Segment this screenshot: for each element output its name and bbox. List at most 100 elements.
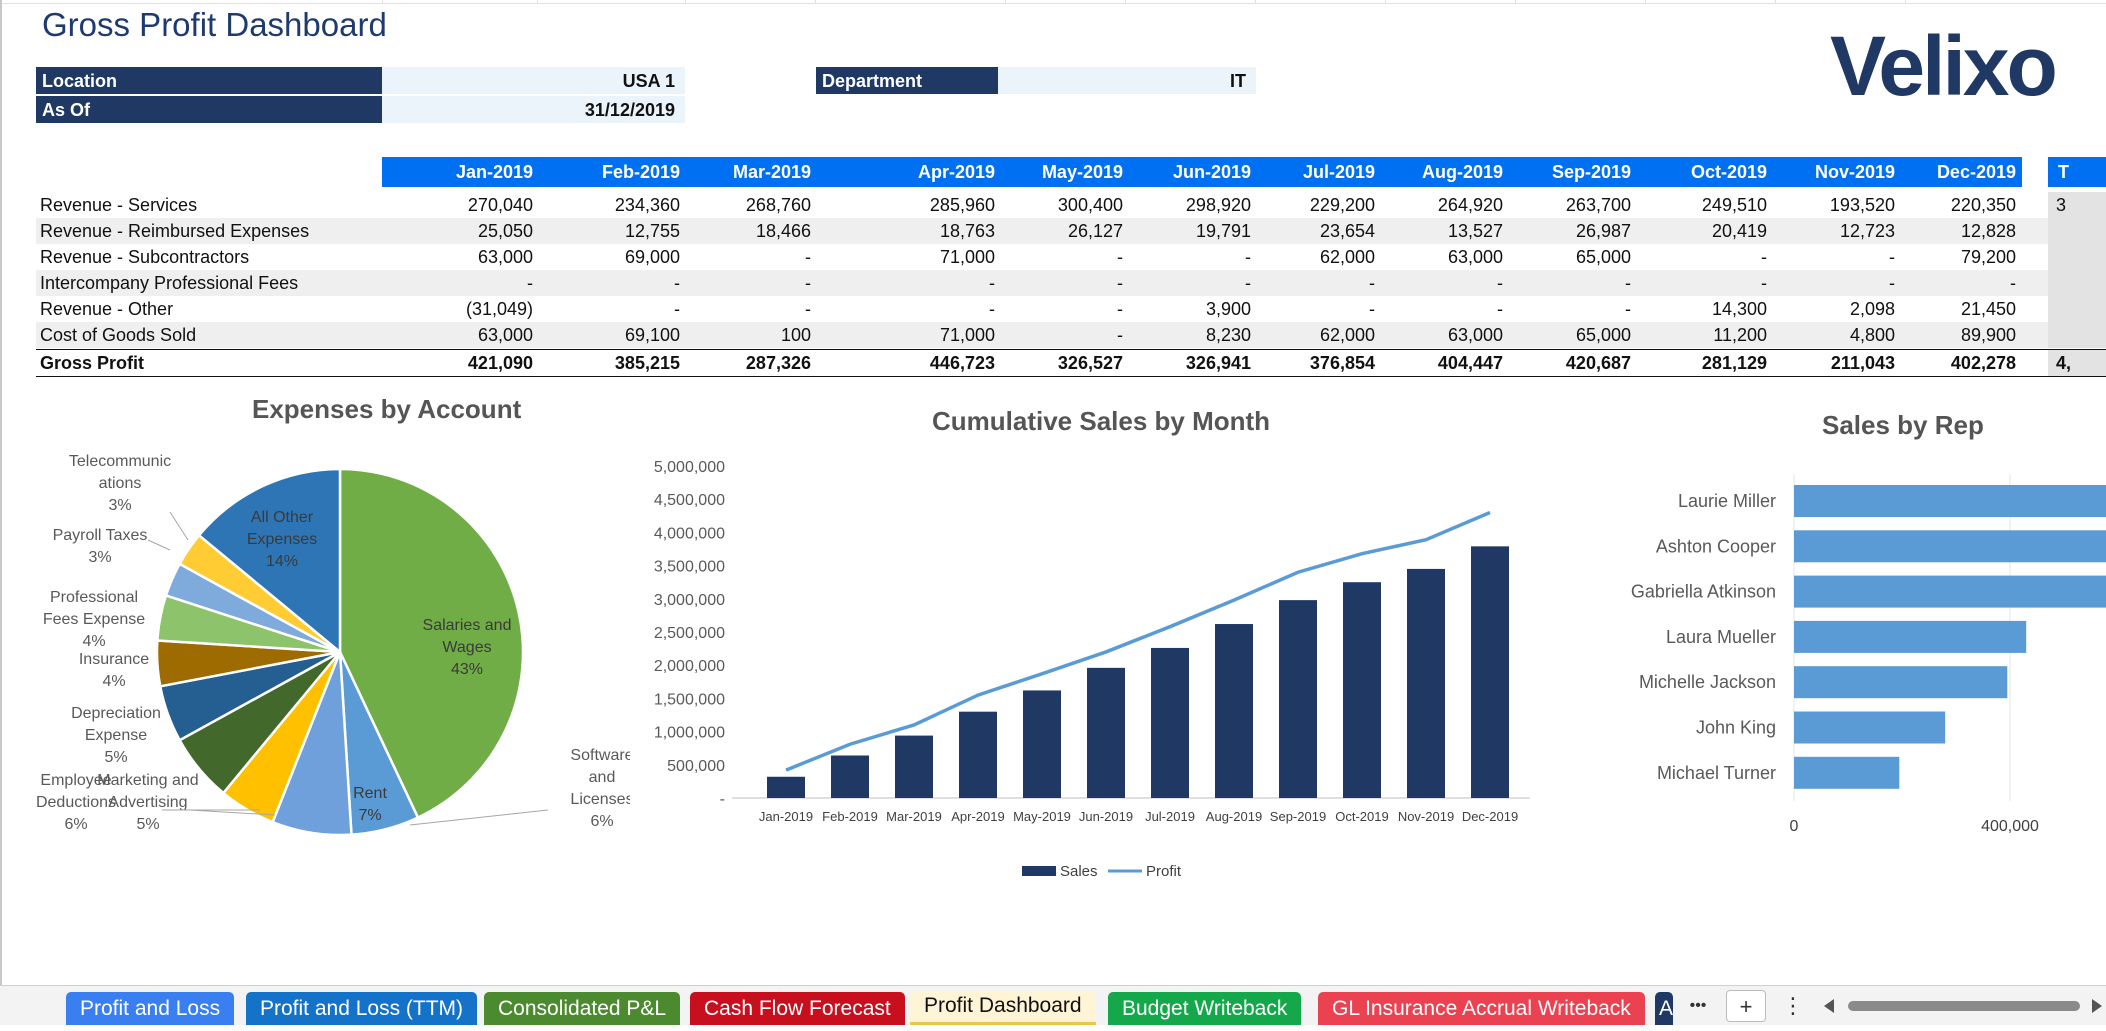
row-value-cell[interactable]: 69,100 [624,325,680,345]
location-value[interactable]: USA 1 [382,67,685,95]
sheet-tab[interactable]: Profit and Loss (TTM) [246,992,478,1025]
row-value-cell[interactable]: - [805,273,811,293]
sheet-tab[interactable]: Profit Dashboard [910,992,1096,1025]
row-total-cell[interactable] [2048,244,2106,270]
row-value-cell[interactable]: 26,127 [1067,221,1123,241]
row-value-cell[interactable]: 18,763 [939,221,995,241]
row-value-cell[interactable]: 62,000 [1319,325,1375,345]
sheet-tab[interactable]: Budget Writeback [1108,992,1302,1025]
horizontal-scrollbar[interactable] [1820,990,2106,1022]
row-value-cell[interactable]: 446,723 [929,353,995,373]
row-value-cell[interactable]: - [2010,273,2016,293]
spreadsheet-canvas[interactable]: Gross Profit Dashboard Location USA 1 As… [0,0,2106,985]
row-value-cell[interactable]: 193,520 [1829,195,1895,215]
row-value-cell[interactable]: 249,510 [1701,195,1767,215]
row-value-cell[interactable]: 281,129 [1701,353,1767,373]
table-row[interactable]: Revenue - Other (31,049) - - - - 3,900 - - - 14,30… [36,296,2106,322]
row-value-cell[interactable]: 100 [780,325,811,345]
row-value-cell[interactable]: - [1369,273,1375,293]
scroll-right-icon[interactable] [2092,999,2102,1013]
row-value-cell[interactable]: 12,755 [624,221,680,241]
row-total-cell[interactable] [2048,322,2106,348]
table-row[interactable]: Revenue - Reimbursed Expenses 25,050 12,75… [36,218,2106,244]
table-row[interactable]: Revenue - Subcontractors 63,000 69,000 - 71,… [36,244,2106,270]
row-value-cell[interactable]: 404,447 [1437,353,1503,373]
asof-value[interactable]: 31/12/2019 [382,96,685,124]
row-value-cell[interactable]: - [1117,325,1123,345]
row-value-cell[interactable]: 63,000 [477,247,533,267]
row-value-cell[interactable]: 65,000 [1575,325,1631,345]
row-value-cell[interactable]: 63,000 [1447,325,1503,345]
row-value-cell[interactable]: 376,854 [1309,353,1375,373]
row-value-cell[interactable]: - [805,247,811,267]
row-value-cell[interactable]: - [527,273,533,293]
row-total-cell[interactable] [2048,218,2106,244]
row-value-cell[interactable]: 285,960 [929,195,995,215]
row-value-cell[interactable]: - [989,299,995,319]
row-value-cell[interactable]: 63,000 [477,325,533,345]
sheet-menu-button[interactable]: ⋮ [1782,993,1804,1018]
row-value-cell[interactable]: 420,687 [1565,353,1631,373]
scroll-thumb[interactable] [1848,1001,2080,1011]
row-value-cell[interactable]: 402,278 [1950,353,2016,373]
department-value[interactable]: IT [998,67,1256,95]
row-value-cell[interactable]: 20,419 [1711,221,1767,241]
row-value-cell[interactable]: 11,200 [1713,325,1767,345]
table-row[interactable]: Intercompany Professional Fees - - - - - - - - - -… [36,270,2106,296]
row-value-cell[interactable]: 229,200 [1309,195,1375,215]
row-value-cell[interactable]: 211,043 [1830,353,1895,373]
row-value-cell[interactable]: 326,941 [1185,353,1251,373]
more-tabs-button[interactable]: ••• [1689,997,1707,1014]
gross-profit-row[interactable]: Gross Profit 421,090 385,215 287,326 446,723… [36,349,2106,377]
row-value-cell[interactable]: 62,000 [1319,247,1375,267]
row-value-cell[interactable]: 220,350 [1950,195,2016,215]
row-value-cell[interactable]: 26,987 [1575,221,1631,241]
row-value-cell[interactable]: 268,760 [745,195,811,215]
row-value-cell[interactable]: 25,050 [477,221,533,241]
row-value-cell[interactable]: 8,230 [1205,325,1251,345]
row-value-cell[interactable]: 287,326 [745,353,811,373]
row-value-cell[interactable]: 89,900 [1960,325,2016,345]
row-value-cell[interactable]: 2,098 [1849,299,1895,319]
row-value-cell[interactable]: - [1889,273,1895,293]
row-value-cell[interactable]: 12,828 [1960,221,2016,241]
row-value-cell[interactable]: - [1625,299,1631,319]
row-value-cell[interactable]: 65,000 [1575,247,1631,267]
row-value-cell[interactable]: - [1245,273,1251,293]
row-value-cell[interactable]: - [1117,247,1123,267]
row-value-cell[interactable]: - [1497,273,1503,293]
row-value-cell[interactable]: 12,723 [1839,221,1895,241]
row-value-cell[interactable]: 79,200 [1960,247,2016,267]
row-value-cell[interactable]: 326,527 [1057,353,1123,373]
row-value-cell[interactable]: 4,800 [1849,325,1895,345]
row-value-cell[interactable]: 63,000 [1447,247,1503,267]
sheet-tab[interactable]: Cash Flow Forecast [690,992,905,1025]
row-value-cell[interactable]: - [1497,299,1503,319]
row-value-cell[interactable]: - [1761,247,1767,267]
table-row[interactable]: Revenue - Services 270,040 234,360 268,760 2… [36,192,2106,218]
row-value-cell[interactable]: (31,049) [465,299,533,319]
row-value-cell[interactable]: 421,090 [467,353,533,373]
row-value-cell[interactable]: 14,300 [1711,299,1767,319]
table-row[interactable]: Cost of Goods Sold 63,000 69,100 100 71,000 -… [36,322,2106,348]
row-value-cell[interactable]: 234,360 [614,195,680,215]
row-total-cell[interactable]: 3 [2048,192,2106,218]
row-value-cell[interactable]: - [1889,247,1895,267]
row-value-cell[interactable]: - [1625,273,1631,293]
sheet-tab[interactable]: Consolidated P&L [484,992,681,1025]
row-value-cell[interactable]: - [674,299,680,319]
sheet-tab[interactable]: A [1655,992,1673,1025]
expenses-pie-chart[interactable]: Salaries and Wages 43% Software and Licenses 6… [30,440,630,850]
sheet-tab[interactable]: GL Insurance Accrual Writeback [1318,992,1645,1025]
row-value-cell[interactable]: - [1245,247,1251,267]
sheet-tab[interactable]: Profit and Loss [66,992,235,1025]
row-value-cell[interactable]: 19,791 [1195,221,1251,241]
row-value-cell[interactable]: 13,527 [1447,221,1503,241]
row-value-cell[interactable]: 69,000 [624,247,680,267]
row-value-cell[interactable]: 263,700 [1565,195,1631,215]
row-value-cell[interactable]: - [1117,273,1123,293]
row-value-cell[interactable]: - [989,273,995,293]
row-value-cell[interactable]: - [1117,299,1123,319]
row-value-cell[interactable]: 71,000 [939,325,995,345]
